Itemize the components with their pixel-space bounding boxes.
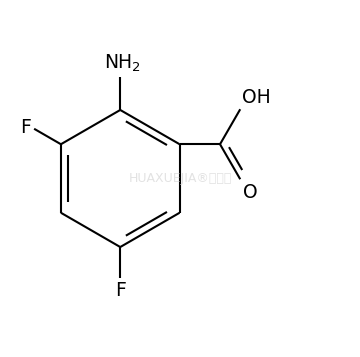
Text: F: F (115, 281, 126, 300)
Text: OH: OH (242, 89, 271, 107)
Text: O: O (243, 183, 258, 202)
Text: NH$_2$: NH$_2$ (104, 52, 140, 74)
Text: HUAXUEJIA®化学加: HUAXUEJIA®化学加 (128, 172, 232, 185)
Text: F: F (21, 117, 31, 136)
